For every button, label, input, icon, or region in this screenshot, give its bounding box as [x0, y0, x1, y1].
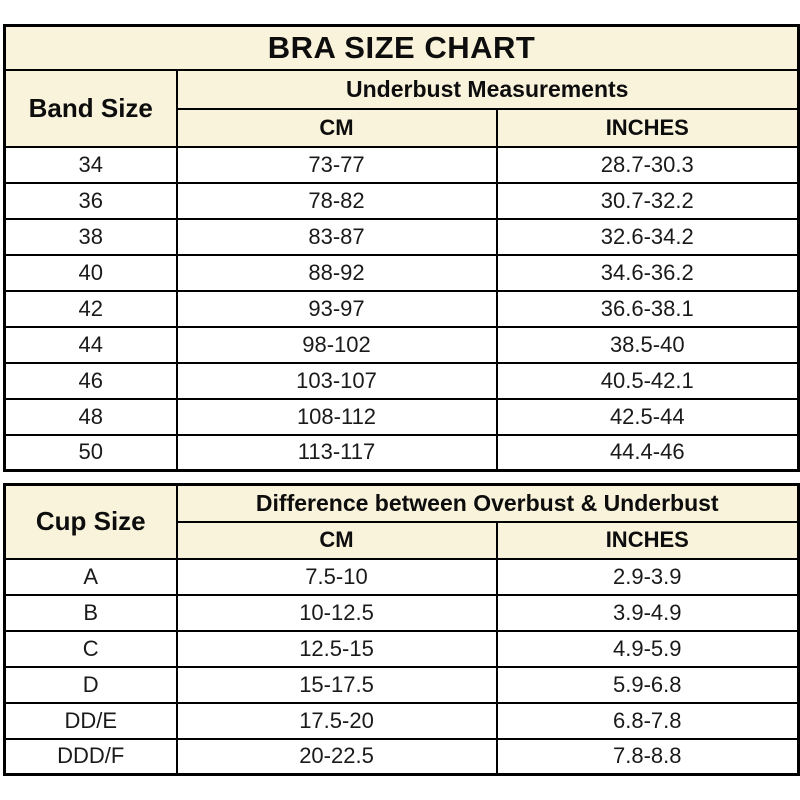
inches-cell: 38.5-40 — [495, 325, 800, 364]
cm-cell: 15-17.5 — [175, 665, 498, 704]
cup-size-table: Cup Size Difference between Overbust & U… — [3, 483, 800, 776]
cup-size-cell: DD/E — [3, 701, 178, 740]
table-row: Cup Size Difference between Overbust & U… — [3, 483, 800, 560]
inches-cell: 2.9-3.9 — [495, 557, 800, 596]
cm-cell: 83-87 — [175, 217, 498, 256]
table-row: DD/E 17.5-20 6.8-7.8 — [3, 701, 800, 740]
cm-cell: 78-82 — [175, 181, 498, 220]
table-row: DDD/F 20-22.5 7.8-8.8 — [3, 737, 800, 776]
band-size-cell: 48 — [3, 397, 178, 436]
table-row: B 10-12.5 3.9-4.9 — [3, 593, 800, 632]
table-row: 46 103-107 40.5-42.1 — [3, 361, 800, 400]
cup-size-cell: D — [3, 665, 178, 704]
band-size-header: Band Size — [3, 68, 178, 148]
band-size-cell: 34 — [3, 145, 178, 184]
band-size-cell: 40 — [3, 253, 178, 292]
inches-column-header: INCHES — [495, 520, 800, 560]
band-size-cell: 36 — [3, 181, 178, 220]
inches-cell: 36.6-38.1 — [495, 289, 800, 328]
inches-cell: 3.9-4.9 — [495, 593, 800, 632]
cm-cell: 20-22.5 — [175, 737, 498, 776]
table-row: 42 93-97 36.6-38.1 — [3, 289, 800, 328]
table-row: 40 88-92 34.6-36.2 — [3, 253, 800, 292]
table-row: 38 83-87 32.6-34.2 — [3, 217, 800, 256]
inches-cell: 40.5-42.1 — [495, 361, 800, 400]
table-row: Band Size Underbust Measurements — [3, 68, 800, 148]
table-row: A 7.5-10 2.9-3.9 — [3, 557, 800, 596]
table-row: 44 98-102 38.5-40 — [3, 325, 800, 364]
cm-cell: 88-92 — [175, 253, 498, 292]
table-row: 34 73-77 28.7-30.3 — [3, 145, 800, 184]
inches-cell: 32.6-34.2 — [495, 217, 800, 256]
inches-cell: 4.9-5.9 — [495, 629, 800, 668]
cup-size-cell: A — [3, 557, 178, 596]
cm-cell: 17.5-20 — [175, 701, 498, 740]
inches-cell: 28.7-30.3 — [495, 145, 800, 184]
inches-cell: 42.5-44 — [495, 397, 800, 436]
band-size-table: BRA SIZE CHART Band Size Underbust Measu… — [3, 24, 800, 472]
inches-column-header: INCHES — [495, 107, 800, 148]
inches-cell: 30.7-32.2 — [495, 181, 800, 220]
table-row: CM INCHES — [5, 107, 800, 148]
cm-column-header: CM — [175, 107, 498, 148]
inches-cell: 7.8-8.8 — [495, 737, 800, 776]
cm-cell: 12.5-15 — [175, 629, 498, 668]
inches-cell: 5.9-6.8 — [495, 665, 800, 704]
table-row: 50 113-117 44.4-46 — [3, 433, 800, 472]
band-size-cell: 42 — [3, 289, 178, 328]
inches-cell: 44.4-46 — [495, 433, 800, 472]
cup-size-header: Cup Size — [3, 483, 178, 560]
underbust-group-header: Underbust Measurements — [175, 68, 800, 110]
table-row: CM INCHES — [5, 520, 800, 560]
table-row: D 15-17.5 5.9-6.8 — [3, 665, 800, 704]
band-size-cell: 50 — [3, 433, 178, 472]
cm-cell: 10-12.5 — [175, 593, 498, 632]
band-size-cell: 46 — [3, 361, 178, 400]
cm-column-header: CM — [175, 520, 498, 560]
cup-size-cell: C — [3, 629, 178, 668]
table-row: 36 78-82 30.7-32.2 — [3, 181, 800, 220]
page-title: BRA SIZE CHART — [3, 24, 800, 71]
table-row: C 12.5-15 4.9-5.9 — [3, 629, 800, 668]
band-size-cell: 44 — [3, 325, 178, 364]
cm-cell: 7.5-10 — [175, 557, 498, 596]
cm-cell: 98-102 — [175, 325, 498, 364]
cm-cell: 113-117 — [175, 433, 498, 472]
cup-size-cell: DDD/F — [3, 737, 178, 776]
band-size-cell: 38 — [3, 217, 178, 256]
inches-cell: 34.6-36.2 — [495, 253, 800, 292]
table-row: 48 108-112 42.5-44 — [3, 397, 800, 436]
cm-cell: 108-112 — [175, 397, 498, 436]
cm-cell: 93-97 — [175, 289, 498, 328]
table-row: BRA SIZE CHART — [3, 24, 800, 71]
cup-size-cell: B — [3, 593, 178, 632]
difference-group-header: Difference between Overbust & Underbust — [175, 483, 800, 523]
cm-cell: 73-77 — [175, 145, 498, 184]
cm-cell: 103-107 — [175, 361, 498, 400]
inches-cell: 6.8-7.8 — [495, 701, 800, 740]
